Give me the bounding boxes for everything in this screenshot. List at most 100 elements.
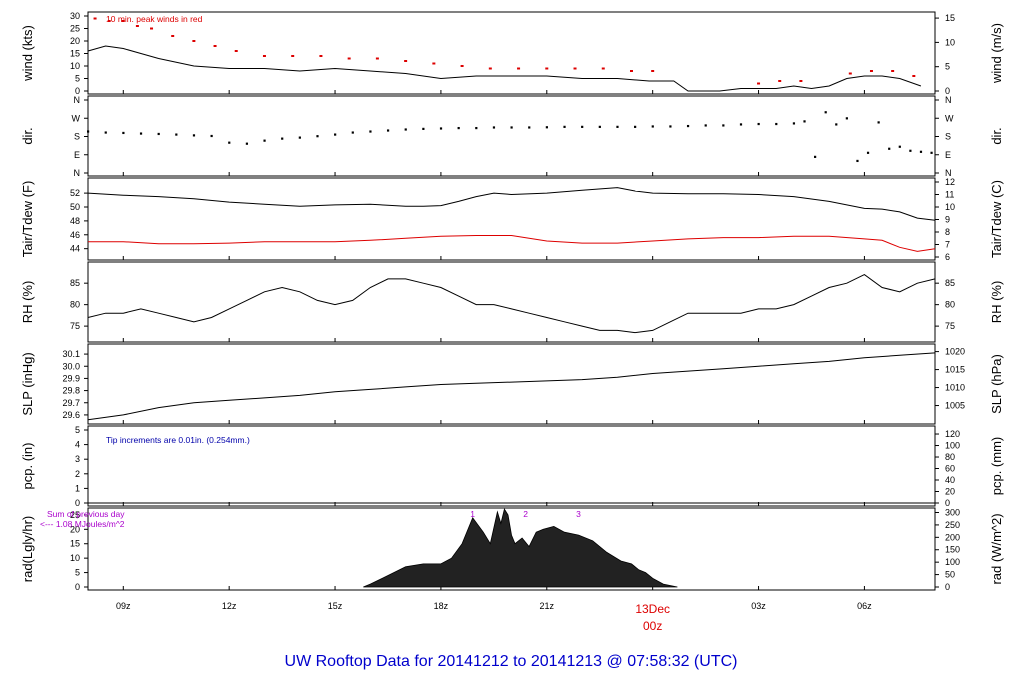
peak-wind-mark	[432, 62, 436, 65]
time-label: 09z	[116, 601, 131, 611]
data-point	[877, 121, 880, 124]
peak-wind-mark	[262, 55, 266, 57]
left-tick-label: 75	[70, 321, 80, 331]
day-label: 13Dec	[635, 602, 670, 616]
right-axis-title: Tair/Tdew (C)	[989, 180, 1004, 258]
right-tick-label: 50	[945, 570, 955, 580]
peak-wind-mark	[93, 17, 97, 20]
right-tick-label: 20	[945, 487, 955, 497]
left-tick-label: 20	[70, 524, 80, 534]
left-tick-label: 5	[75, 568, 80, 578]
left-tick-label: 10	[70, 553, 80, 563]
panel-frame	[87, 177, 936, 261]
panel-annotation: Tip increments are 0.01in. (0.254mm.)	[106, 435, 250, 445]
right-tick-label: N	[945, 95, 952, 105]
series-Tdew	[88, 235, 936, 252]
data-point	[845, 117, 848, 120]
left-tick-label: 48	[70, 216, 80, 226]
right-tick-label: 100	[945, 441, 960, 451]
data-point	[334, 133, 337, 136]
left-tick-label: 1	[75, 483, 80, 493]
data-point	[139, 132, 143, 135]
series-SLP	[87, 352, 936, 421]
left-tick-label: 29.9	[62, 373, 80, 383]
data-point	[492, 126, 496, 129]
panel-frame	[87, 95, 936, 177]
peak-wind-mark	[488, 67, 492, 70]
data-point	[814, 155, 817, 158]
panel-pressure: 29.6 29.7 29.8 29.9 30.0 30.1 1005 1010 1015 1020…	[20, 343, 1004, 425]
data-point	[909, 149, 912, 152]
time-label: 18z	[434, 601, 449, 611]
right-tick-label: 7	[945, 240, 950, 250]
peak-wind-mark	[891, 70, 895, 72]
series-wind	[87, 45, 922, 92]
right-tick-label: 60	[945, 464, 955, 474]
data-point	[634, 125, 637, 128]
data-point	[263, 139, 266, 142]
left-tick-label: 52	[70, 188, 80, 198]
peak-wind-mark	[799, 80, 803, 82]
left-axis-title: SLP (inHg)	[20, 352, 35, 415]
time-axis: 09z 12z 15z 18z 21z 03z 06z 13Dec 00z	[116, 601, 872, 633]
left-tick-label: 0	[75, 86, 80, 96]
left-tick-label: 25	[70, 24, 80, 34]
peak-wind-mark	[291, 55, 295, 57]
right-axis-title: dir.	[989, 127, 1004, 144]
time-label: 06z	[857, 601, 872, 611]
panel-radiation: 0510152025050100150200250300rad(Lgly/hr)…	[20, 507, 1004, 592]
series-RH	[87, 274, 936, 334]
data-point	[930, 151, 933, 154]
data-point	[866, 151, 870, 154]
left-tick-label: E	[74, 150, 80, 160]
peak-wind-mark	[192, 40, 196, 42]
data-point	[803, 120, 806, 123]
data-point	[175, 133, 178, 136]
data-point	[722, 124, 725, 127]
left-tick-label: 50	[70, 202, 80, 212]
right-tick-label: 150	[945, 545, 960, 555]
data-point	[157, 132, 160, 136]
peak-wind-mark	[757, 82, 761, 85]
data-point	[824, 111, 827, 114]
right-tick-label: 80	[945, 452, 955, 462]
right-axis-title: wind (m/s)	[989, 23, 1004, 84]
left-tick-label: N	[74, 168, 81, 178]
data-point	[245, 142, 249, 145]
left-tick-label: 44	[70, 244, 80, 254]
right-axis-title: rad (W/m^2)	[989, 513, 1004, 584]
radiation-marker: 3	[576, 509, 581, 519]
left-tick-label: 5	[75, 74, 80, 84]
left-tick-label: 4	[75, 440, 80, 450]
chart-title: UW Rooftop Data for 20141212 to 20141213…	[285, 653, 738, 670]
time-label: 12z	[222, 601, 237, 611]
right-tick-label: 5	[945, 62, 950, 72]
data-point	[528, 126, 531, 129]
panel-temperature: 44 46 48 50 52 6 7 8 9 10 11 12 Tair/Tdew (F) Tair/Td…	[20, 177, 1004, 262]
peak-wind-mark	[869, 70, 873, 72]
peak-wind-mark	[121, 20, 125, 22]
data-point	[404, 128, 407, 131]
peak-wind-mark	[601, 67, 605, 70]
peak-wind-mark	[629, 70, 633, 72]
left-tick-label: 3	[75, 454, 80, 464]
peak-wind-mark	[107, 20, 111, 22]
right-tick-label: 0	[945, 498, 950, 508]
data-point	[616, 125, 619, 128]
panel-frame	[87, 343, 936, 425]
data-point	[510, 126, 513, 129]
radiation-marker: 2	[523, 509, 528, 519]
data-point	[856, 159, 859, 163]
time-label: 21z	[540, 601, 555, 611]
data-point	[422, 127, 425, 130]
right-axis-title: RH (%)	[989, 281, 1004, 324]
peak-wind-mark	[651, 70, 655, 72]
right-tick-label: W	[945, 113, 954, 123]
right-tick-label: 1015	[945, 365, 965, 375]
left-tick-label: 2	[75, 469, 80, 479]
data-point	[386, 129, 390, 132]
right-tick-label: 6	[945, 252, 950, 262]
